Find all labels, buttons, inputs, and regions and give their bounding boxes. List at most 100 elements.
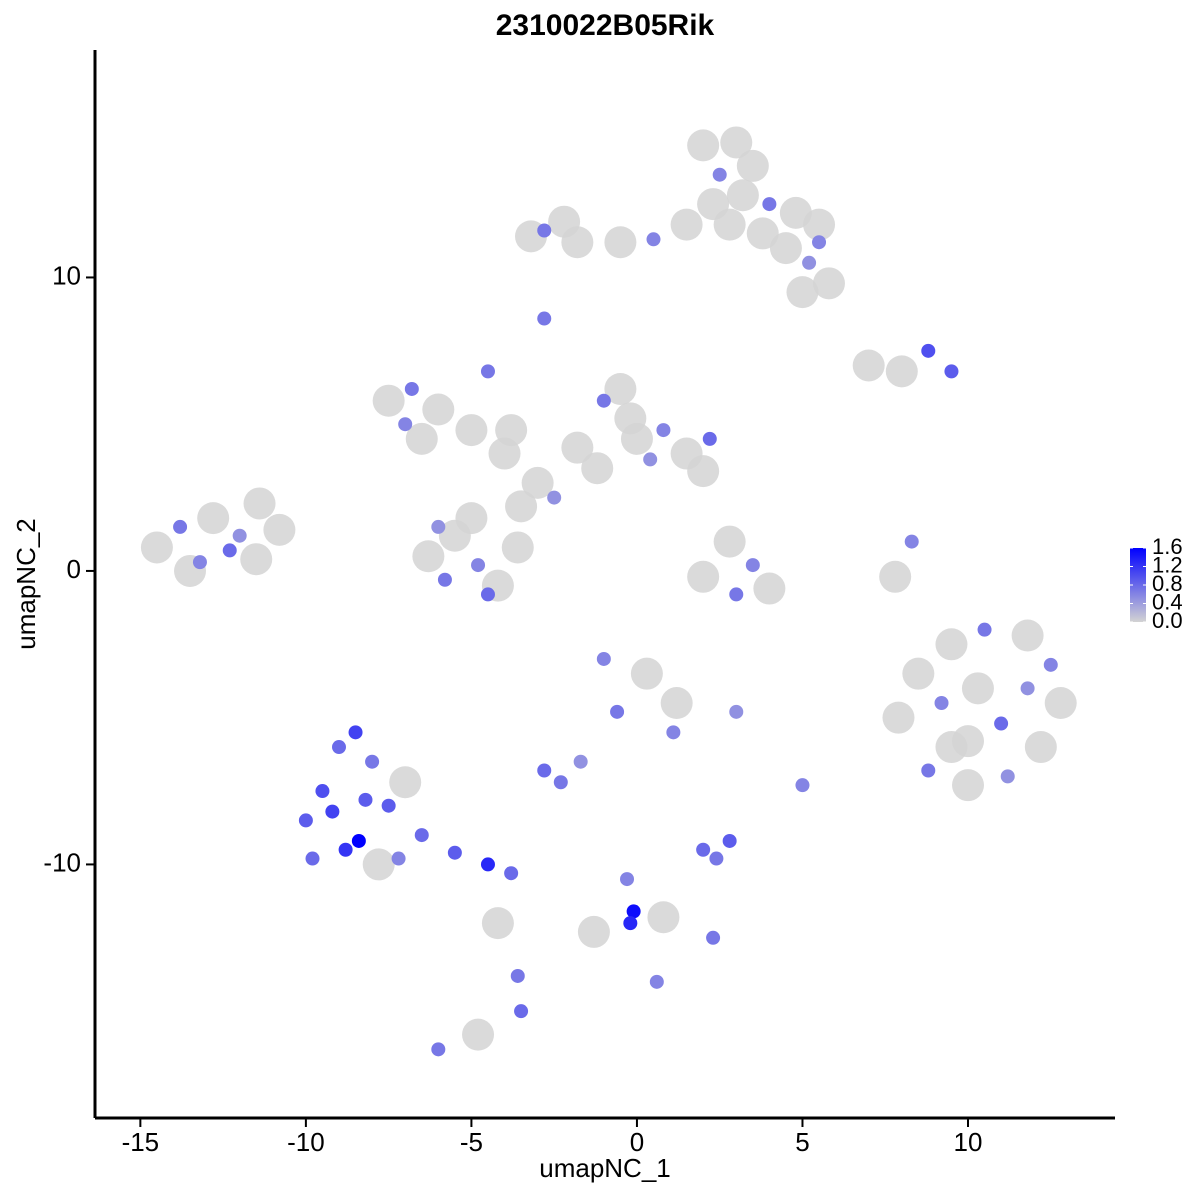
cell-point [365, 754, 380, 769]
cell-point [656, 423, 671, 438]
cell-point [630, 657, 663, 690]
cell-point [643, 452, 658, 467]
cell-point [647, 901, 680, 934]
cell-point [405, 422, 438, 455]
cell-point [944, 364, 959, 379]
cell-point [140, 531, 173, 564]
cell-point [537, 763, 552, 778]
cell-point [480, 364, 495, 379]
x-tick-label: 5 [795, 1127, 809, 1157]
cell-point [626, 904, 641, 919]
cell-point [812, 267, 845, 300]
cell-point [729, 704, 744, 719]
cell-point [596, 393, 611, 408]
cell-point [455, 502, 488, 535]
cell-point [243, 487, 276, 520]
cell-point [885, 355, 918, 388]
cell-point [348, 725, 363, 740]
cell-point [305, 851, 320, 866]
y-tick-label: 10 [52, 260, 81, 290]
cell-point [769, 232, 802, 265]
cell-point [604, 372, 637, 405]
cell-point [480, 587, 495, 602]
cell-point [1020, 681, 1035, 696]
cell-point [471, 558, 486, 573]
cell-point [713, 208, 746, 241]
cell-point [934, 696, 949, 711]
cell-point [902, 657, 935, 690]
cell-point [197, 502, 230, 535]
cell-point [904, 534, 919, 549]
cell-point [702, 431, 717, 446]
cell-point [745, 558, 760, 573]
cell-point [504, 866, 519, 881]
cell-point [381, 798, 396, 813]
cell-point [505, 490, 538, 523]
cell-point [736, 149, 769, 182]
cell-point [921, 343, 936, 358]
cell-point [263, 513, 296, 546]
cell-point [358, 792, 373, 807]
cell-point [240, 543, 273, 576]
y-tick-label: -10 [43, 847, 81, 877]
cell-point [338, 842, 353, 857]
cell-point [687, 455, 720, 488]
cell-point [952, 769, 985, 802]
cell-point [720, 126, 753, 159]
cell-point [547, 490, 562, 505]
cell-point [1000, 769, 1015, 784]
x-tick-label: 10 [954, 1127, 983, 1157]
cell-point [325, 804, 340, 819]
cell-point [389, 766, 422, 799]
cell-point [812, 235, 827, 250]
cell-point [192, 555, 207, 570]
cell-point [1024, 731, 1057, 764]
color-tick-label: 1.2 [1152, 552, 1183, 577]
x-axis-label: umapNC_1 [539, 1153, 671, 1183]
cell-point [561, 431, 594, 464]
cell-point [173, 519, 188, 534]
cell-point [480, 857, 495, 872]
cell-point [879, 560, 912, 593]
cell-point [802, 255, 817, 270]
cell-point [315, 784, 330, 799]
cell-point [514, 1004, 529, 1019]
cell-point [521, 466, 554, 499]
cell-point [414, 828, 429, 843]
cell-point [712, 167, 727, 182]
cell-point [1011, 619, 1044, 652]
cell-point [553, 775, 568, 790]
color-tick-label: 0.8 [1152, 571, 1183, 596]
color-tick-label: 1.6 [1152, 534, 1183, 559]
cell-point [666, 725, 681, 740]
cell-point [501, 531, 534, 564]
cell-point [481, 907, 514, 940]
cell-point [372, 384, 405, 417]
cell-point [614, 402, 647, 435]
cell-point [604, 226, 637, 259]
cell-point [222, 543, 237, 558]
cell-point [331, 740, 346, 755]
cell-point [412, 540, 445, 573]
color-tick-label: 0.0 [1152, 608, 1183, 633]
cell-point [753, 572, 786, 605]
cell-point [795, 778, 810, 793]
cell-point [537, 223, 552, 238]
cell-point [431, 1042, 446, 1057]
cell-point [696, 842, 711, 857]
color-bar [1130, 548, 1146, 622]
cell-point [422, 393, 455, 426]
cell-point [921, 763, 936, 778]
cell-point [447, 845, 462, 860]
cell-point [610, 704, 625, 719]
cell-point [803, 208, 836, 241]
cell-point [706, 930, 721, 945]
cell-point [713, 525, 746, 558]
cell-point [537, 311, 552, 326]
cell-point [726, 179, 759, 212]
cell-point [573, 754, 588, 769]
cell-point [404, 381, 419, 396]
cell-point [687, 129, 720, 162]
